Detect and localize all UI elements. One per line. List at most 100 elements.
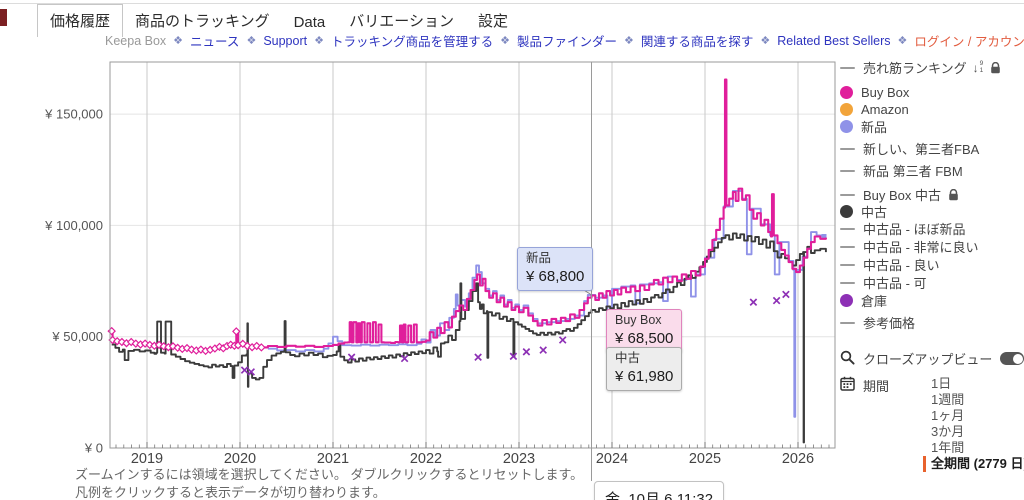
series-line-swatch xyxy=(840,193,855,196)
series-line-swatch xyxy=(840,147,855,150)
tab-2[interactable]: Data xyxy=(293,14,326,31)
tab-1[interactable]: 商品のトラッキング xyxy=(135,13,270,30)
legend-label: 新品 第三者 FBM xyxy=(863,164,963,179)
legend-label: Amazon xyxy=(861,102,909,117)
series-color-dot xyxy=(840,294,853,307)
hint-zoom: ズームインするには領域を選択してください。 ダブルクリックするとリセットします。 xyxy=(75,467,584,482)
series-color-dot xyxy=(840,103,853,116)
svg-text:2021: 2021 xyxy=(317,451,349,467)
legend-item-0[interactable]: 売れ筋ランキング ↓ 9 1 xyxy=(840,60,1024,76)
svg-text:2020: 2020 xyxy=(224,451,256,467)
lock-icon xyxy=(948,188,959,201)
diamond-separator: ❖ xyxy=(246,35,257,47)
svg-text:2022: 2022 xyxy=(410,451,442,467)
series-line-swatch xyxy=(840,281,855,284)
legend-label: 中古品 - ほぼ新品 xyxy=(863,222,966,237)
series-color-dot xyxy=(840,86,853,99)
svg-text:2026: 2026 xyxy=(782,451,814,467)
series-line-swatch xyxy=(840,227,855,230)
tooltip-buybox-label: Buy Box xyxy=(615,313,662,327)
svg-text:2025: 2025 xyxy=(689,451,721,467)
svg-text:2023: 2023 xyxy=(503,451,535,467)
legend-label: 参考価格 xyxy=(863,316,916,331)
closeup-view-toggle[interactable] xyxy=(1000,352,1024,365)
period-option-0[interactable]: 1日 xyxy=(931,376,952,391)
subnav-link-7[interactable]: ログイン / アカウントの登録 xyxy=(914,35,1024,49)
svg-text:¥ 50,000: ¥ 50,000 xyxy=(51,329,103,344)
keepa-subnav: Keepa Box ❖ ニュース ❖ Support ❖ トラッキング商品を管理する ❖ 製品フ… xyxy=(105,31,1024,50)
period-option-4[interactable]: 1年間 xyxy=(931,440,965,455)
top-divider xyxy=(0,3,1024,4)
subnav-link-5[interactable]: 関連する商品を探す xyxy=(640,35,754,49)
lock-icon xyxy=(990,61,1001,74)
period-option-3[interactable]: 3か月 xyxy=(931,424,965,439)
legend-item-1[interactable]: Buy Box xyxy=(840,85,1024,100)
tooltip-used-value: ¥ 61,980 xyxy=(615,367,674,385)
subnav-link-4[interactable]: 製品ファインダー xyxy=(516,35,617,49)
legend-item-3[interactable]: 新品 xyxy=(840,119,1024,135)
diamond-separator: ❖ xyxy=(314,35,324,47)
svg-text:2019: 2019 xyxy=(131,451,163,467)
legend-item-8[interactable]: 中古品 - ほぼ新品 xyxy=(840,221,1024,237)
legend-item-7[interactable]: 中古 xyxy=(840,204,1024,220)
crosshair-date-label: 金, 10月 6 11:32 xyxy=(594,481,725,500)
search-icon xyxy=(840,350,855,368)
legend-item-11[interactable]: 中古品 - 可 xyxy=(840,275,1024,291)
period-row: 期間 1日 1週間 1ヶ月 3か月 1年間 全期間 (2779 日) xyxy=(840,376,1024,472)
tooltip-used-label: 中古 xyxy=(615,351,641,365)
legend-item-6[interactable]: Buy Box 中古 xyxy=(840,187,1024,203)
tab-0-active[interactable]: 価格履歴 xyxy=(37,4,124,37)
tooltip-used: 中古 ¥ 61,980 xyxy=(606,347,683,392)
legend-label: 中古品 - 可 xyxy=(863,276,927,291)
legend-label: 中古品 - 非常に良い xyxy=(863,240,979,255)
subnav-link-6[interactable]: Related Best Sellers xyxy=(777,33,891,48)
series-line-swatch xyxy=(840,169,855,172)
svg-text:2024: 2024 xyxy=(596,451,628,467)
legend-item-5[interactable]: 新品 第三者 FBM xyxy=(840,163,1024,179)
legend-item-10[interactable]: 中古品 - 良い xyxy=(840,257,1024,273)
period-options: 1日 1週間 1ヶ月 3か月 1年間 全期間 (2779 日) xyxy=(923,376,1024,472)
diamond-separator: ❖ xyxy=(624,35,634,47)
hint-legend: 凡例をクリックすると表示データが切り替わります。 xyxy=(75,484,386,500)
sort-rank-icon: ↓ 9 1 xyxy=(972,60,984,75)
series-color-dot xyxy=(840,205,853,218)
tooltip-new-value: ¥ 68,800 xyxy=(526,267,585,285)
tab-4[interactable]: 設定 xyxy=(477,13,508,30)
subnav-link-2[interactable]: Support xyxy=(263,33,308,48)
legend-item-9[interactable]: 中古品 - 非常に良い xyxy=(840,239,1024,255)
legend-label: 売れ筋ランキング xyxy=(863,61,967,76)
legend: 売れ筋ランキング ↓ 9 1 Buy Box Amazon 新品新しい、第三者FBA 新品 第… xyxy=(840,60,1024,332)
calendar-icon xyxy=(840,376,855,394)
period-option-2[interactable]: 1ヶ月 xyxy=(931,408,965,423)
tab-3[interactable]: バリエーション xyxy=(349,13,454,30)
period-option-1[interactable]: 1週間 xyxy=(931,392,965,407)
svg-text:¥ 0: ¥ 0 xyxy=(84,441,103,456)
tooltip-new: 新品 ¥ 68,800 xyxy=(517,247,594,292)
series-line-swatch xyxy=(840,245,855,248)
tooltip-buybox: Buy Box ¥ 68,500 xyxy=(606,309,683,354)
subnav-link-3[interactable]: トラッキング商品を管理する xyxy=(330,35,494,49)
svg-text:¥ 100,000: ¥ 100,000 xyxy=(44,218,103,233)
tooltip-new-label: 新品 xyxy=(526,251,552,265)
legend-item-12[interactable]: 倉庫 xyxy=(840,293,1024,309)
legend-label: 新しい、第三者FBA xyxy=(863,142,980,157)
legend-item-13[interactable]: 参考価格 xyxy=(840,315,1024,331)
series-line-swatch xyxy=(840,263,855,266)
legend-label: Buy Box xyxy=(861,85,910,100)
legend-label: 倉庫 xyxy=(861,294,888,309)
legend-item-2[interactable]: Amazon xyxy=(840,102,1024,117)
diamond-separator: ❖ xyxy=(760,35,771,47)
period-option-selected[interactable]: 全期間 (2779 日) xyxy=(923,456,1024,472)
tooltip-buybox-value: ¥ 68,500 xyxy=(615,329,674,347)
subnav-label: Keepa Box xyxy=(105,33,167,48)
legend-item-4[interactable]: 新しい、第三者FBA xyxy=(840,141,1024,157)
series-color-dot xyxy=(840,120,853,133)
legend-label: 新品 xyxy=(861,120,888,135)
subnav-link-1[interactable]: ニュース xyxy=(190,35,240,49)
legend-label: 中古品 - 良い xyxy=(863,258,940,273)
legend-label: Buy Box 中古 xyxy=(863,188,942,203)
period-label: 期間 xyxy=(863,379,890,394)
legend-label: 中古 xyxy=(861,205,888,220)
